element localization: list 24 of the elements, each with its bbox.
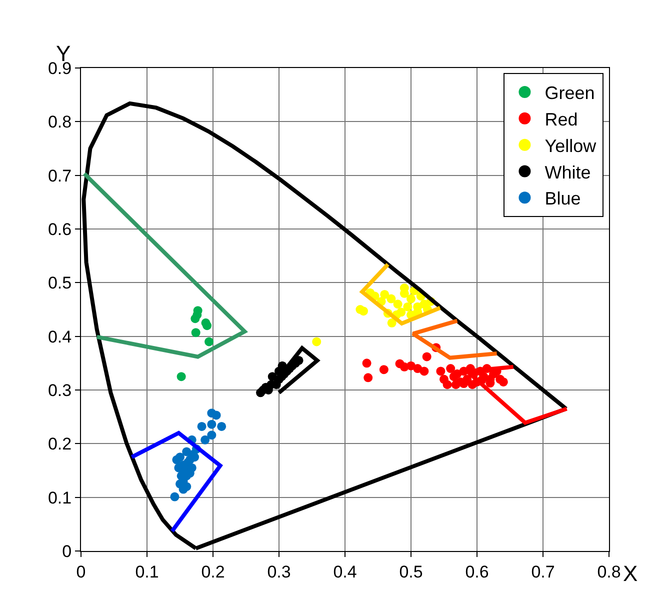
x-tick-label: 0.1 — [135, 562, 159, 582]
x-tick-label: 0.8 — [597, 562, 621, 582]
y-tick-label: 0.3 — [48, 380, 72, 400]
x-tick-label: 0.5 — [399, 562, 423, 582]
x-tick-label: 0.2 — [201, 562, 225, 582]
y-tick-label: 0.6 — [48, 220, 72, 239]
legend-label: Green — [544, 83, 595, 104]
x-tick-label: 0.7 — [531, 562, 555, 582]
y-tick-label: 0.2 — [48, 434, 72, 454]
y-tick-label: 0 — [62, 542, 72, 561]
legend-label: Yellow — [544, 136, 598, 156]
y-tick-label: 0.5 — [48, 274, 72, 293]
y-tick-label: 0.8 — [48, 112, 72, 132]
x-tick-label: 0.4 — [333, 562, 357, 582]
y-tick-label: 0.4 — [48, 327, 72, 346]
y-tick-label: 0.1 — [48, 488, 72, 508]
legend-label: Red — [544, 109, 578, 130]
x-tick-label: 0.6 — [465, 562, 489, 582]
x-axis-title: X — [623, 561, 638, 586]
legend-label: White — [544, 162, 591, 182]
x-tick-label: 0 — [76, 562, 86, 582]
y-tick-label: 0.7 — [48, 166, 72, 186]
x-tick-label: 0.3 — [267, 562, 291, 582]
legend-label: Blue — [544, 188, 581, 209]
